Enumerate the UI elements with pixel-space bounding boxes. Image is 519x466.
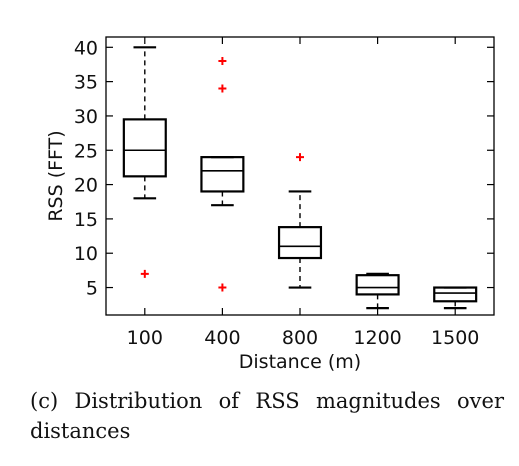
x-tick-label: 1200 — [353, 327, 401, 349]
box-series — [122, 46, 478, 310]
iqr-box — [122, 118, 167, 178]
y-tick-label: 15 — [74, 209, 98, 231]
outlier-marker — [296, 153, 304, 162]
box-1500 — [433, 286, 478, 310]
box-1200 — [355, 272, 400, 310]
x-tick-label: 800 — [282, 327, 318, 349]
y-axis-label: RSS (FFT) — [45, 130, 67, 221]
box-100 — [122, 46, 167, 278]
x-tick-label: 100 — [127, 327, 163, 349]
axis-ticks: 5 10 15 20 25 30 35 40 100 400 800 1200 1500 — [74, 37, 494, 349]
outlier-marker — [218, 283, 227, 292]
y-tick-label: 35 — [74, 72, 98, 94]
iqr-box — [433, 286, 478, 303]
x-tick-label: 400 — [204, 327, 240, 349]
box-400 — [200, 57, 245, 292]
iqr-box — [355, 274, 400, 296]
iqr-box — [277, 226, 323, 260]
outlier-marker — [140, 269, 149, 278]
x-tick-label: 1500 — [431, 327, 479, 349]
x-axis-label: Distance (m) — [239, 351, 361, 373]
iqr-box — [200, 156, 245, 193]
y-tick-label: 5 — [86, 278, 98, 300]
outlier-marker — [218, 57, 227, 66]
y-tick-label: 20 — [74, 175, 98, 197]
y-tick-label: 30 — [74, 106, 98, 128]
box-plot-chart: 5 10 15 20 25 30 35 40 100 400 800 1200 1500 Distanc… — [45, 36, 495, 373]
y-tick-label: 40 — [74, 37, 98, 59]
figure-caption: (c) Distribution of RSS magnitudes over … — [30, 389, 504, 443]
y-tick-label: 25 — [74, 140, 98, 162]
box-800 — [277, 153, 323, 289]
outlier-marker — [218, 84, 227, 93]
y-tick-label: 10 — [74, 243, 98, 265]
